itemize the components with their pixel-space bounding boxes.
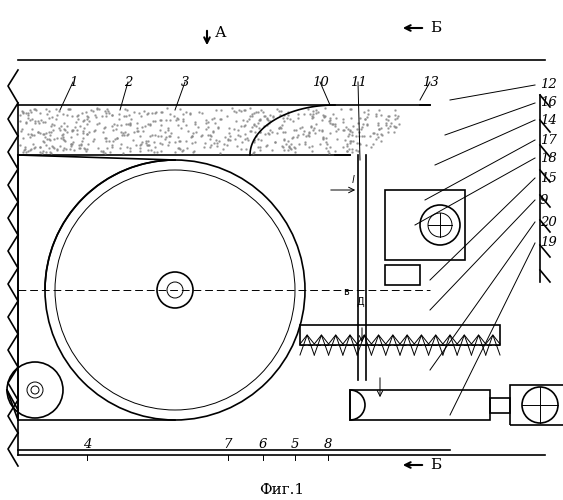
Text: 18: 18: [540, 152, 557, 164]
Text: А: А: [215, 26, 226, 40]
Text: в: в: [343, 287, 349, 297]
Bar: [510, 385, 563, 425]
Text: 10: 10: [312, 76, 328, 88]
Text: 4: 4: [83, 438, 91, 452]
Text: Фиг.1: Фиг.1: [260, 483, 305, 497]
Text: Б: Б: [430, 458, 441, 472]
Text: 1: 1: [69, 76, 77, 88]
Bar: [385, 190, 465, 260]
Text: 6: 6: [259, 438, 267, 452]
Text: 14: 14: [540, 114, 557, 126]
Text: 11: 11: [350, 76, 367, 88]
Text: 3: 3: [181, 76, 189, 88]
Bar: [385, 265, 420, 285]
Text: Д: Д: [356, 297, 364, 307]
Text: 19: 19: [540, 236, 557, 250]
Bar: [490, 398, 510, 413]
Text: 16: 16: [540, 96, 557, 110]
Text: 12: 12: [540, 78, 557, 92]
Text: 5: 5: [291, 438, 299, 452]
Text: 9: 9: [540, 194, 548, 206]
Text: 8: 8: [324, 438, 332, 452]
Text: 2: 2: [124, 76, 132, 88]
Text: 17: 17: [540, 134, 557, 146]
Bar: [300, 325, 500, 345]
Text: 15: 15: [540, 172, 557, 184]
Text: 20: 20: [540, 216, 557, 228]
Bar: [350, 390, 490, 420]
Text: Б: Б: [430, 21, 441, 35]
Text: l: l: [352, 175, 354, 185]
Text: 7: 7: [224, 438, 232, 452]
Text: 13: 13: [422, 76, 439, 88]
